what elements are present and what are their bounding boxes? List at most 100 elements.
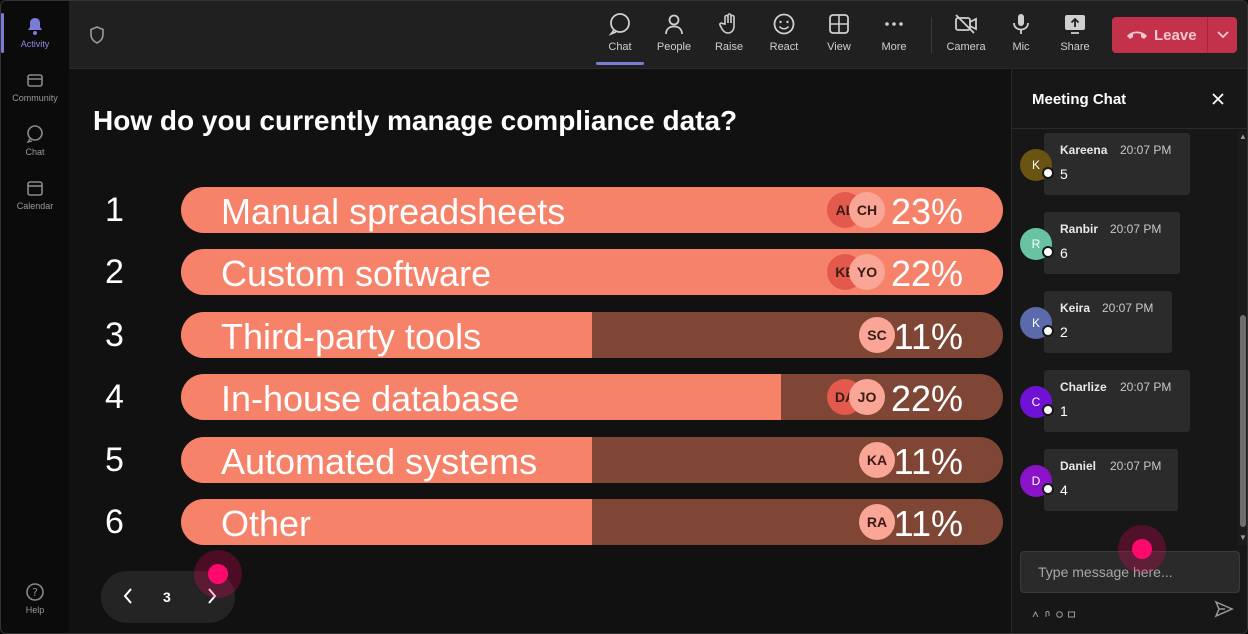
poll-option-row: 2 Custom software KE YO 22% bbox=[69, 249, 1011, 297]
rail-item-help[interactable]: ? Help bbox=[1, 573, 69, 625]
meeting-chat-panel: Meeting Chat Kareena 20:07 PM 5 K Ranbir 20:0… bbox=[1011, 69, 1247, 633]
rail-item-label: Community bbox=[12, 93, 58, 103]
option-result-bar: Custom software KE YO 22% bbox=[181, 249, 1003, 296]
option-label: In-house database bbox=[221, 378, 520, 420]
view-button[interactable]: View bbox=[813, 11, 865, 65]
option-number: 3 bbox=[105, 315, 124, 354]
option-result-fill bbox=[181, 499, 592, 545]
message-body: 4 bbox=[1060, 482, 1068, 498]
raise-hand-button[interactable]: Raise bbox=[703, 11, 755, 65]
option-percent: 11% bbox=[893, 440, 963, 482]
chat-avatar[interactable]: D bbox=[1020, 465, 1054, 497]
mic-button[interactable]: Mic bbox=[995, 11, 1047, 65]
microphone-icon bbox=[1008, 11, 1034, 37]
chat-title: Meeting Chat bbox=[1032, 91, 1127, 108]
next-page-button[interactable] bbox=[201, 585, 223, 607]
poll-option-row: 1 Manual spreadsheets AL CH 23% bbox=[69, 187, 1011, 235]
message-author: Ranbir bbox=[1060, 222, 1099, 236]
pointer-indicator bbox=[1118, 525, 1166, 573]
option-percent: 11% bbox=[893, 503, 963, 544]
rail-item-activity[interactable]: Activity bbox=[1, 7, 69, 59]
scrollbar-thumb[interactable] bbox=[1240, 315, 1246, 527]
close-icon[interactable] bbox=[1208, 89, 1228, 109]
option-result-bar: Manual spreadsheets AL CH 23% bbox=[181, 187, 1003, 233]
avatar-initial: K bbox=[1031, 158, 1040, 172]
scroll-down-arrow-icon[interactable]: ▼ bbox=[1239, 533, 1247, 542]
rail-item-chat[interactable]: Chat bbox=[1, 115, 69, 167]
chat-button-label: Chat bbox=[608, 41, 632, 53]
option-result-fill bbox=[181, 436, 592, 483]
rail-item-label: Calendar bbox=[16, 201, 54, 211]
message-author: Keira bbox=[1060, 301, 1091, 315]
option-number: 6 bbox=[105, 503, 124, 541]
help-icon: ? bbox=[24, 581, 46, 603]
option-number: 2 bbox=[105, 253, 124, 292]
chat-avatar[interactable]: C bbox=[1020, 386, 1054, 418]
poll-option-row: 4 In-house database DA JO 22% bbox=[69, 374, 1011, 422]
react-button[interactable]: React bbox=[758, 11, 810, 65]
option-result-bar: Automated systems KA 11% bbox=[181, 436, 1003, 483]
shield-icon[interactable] bbox=[87, 25, 107, 45]
community-icon bbox=[24, 69, 46, 91]
message-timestamp: 20:07 PM bbox=[1120, 380, 1172, 394]
message-input[interactable] bbox=[1021, 552, 1239, 592]
share-button[interactable]: Share bbox=[1049, 11, 1101, 65]
chevron-left-icon bbox=[123, 588, 132, 604]
people-icon bbox=[661, 11, 687, 37]
bell-icon bbox=[24, 15, 46, 37]
option-percent: 23% bbox=[890, 191, 963, 232]
option-percent: 11% bbox=[893, 315, 963, 357]
rail-item-calendar[interactable]: Calendar bbox=[1, 169, 69, 221]
message-body: 6 bbox=[1060, 245, 1068, 261]
camera-button[interactable]: Camera bbox=[940, 11, 992, 65]
chat-button[interactable]: Chat bbox=[594, 11, 646, 65]
hand-icon bbox=[716, 11, 742, 37]
calendar-icon bbox=[24, 177, 46, 199]
avatar-initial: R bbox=[1031, 237, 1041, 251]
gif-icon[interactable] bbox=[1068, 605, 1075, 618]
poll-option-row: 6 Other RA 11% bbox=[69, 499, 1011, 547]
rail-item-label: Activity bbox=[20, 39, 50, 49]
emoji-icon[interactable] bbox=[1056, 605, 1063, 618]
poll-results-stage: How do you currently manage compliance d… bbox=[69, 69, 1011, 633]
option-label: Custom software bbox=[221, 253, 492, 295]
rail-item-community[interactable]: Community bbox=[1, 61, 69, 113]
presence-status-icon bbox=[1042, 167, 1054, 179]
chat-composer bbox=[1020, 551, 1240, 593]
chat-icon bbox=[607, 11, 633, 37]
option-result-fill bbox=[181, 311, 592, 358]
voter-avatar: SC bbox=[859, 316, 895, 353]
option-label: Automated systems bbox=[221, 440, 538, 482]
previous-page-button[interactable] bbox=[117, 585, 139, 607]
view-button-label: View bbox=[827, 41, 851, 53]
raise-button-label: Raise bbox=[714, 41, 744, 53]
poll-question: How do you currently manage compliance d… bbox=[93, 105, 738, 136]
people-button[interactable]: People bbox=[648, 11, 700, 65]
camera-button-label: Camera bbox=[946, 41, 986, 53]
option-percent: 22% bbox=[890, 378, 963, 420]
send-icon[interactable] bbox=[1214, 599, 1234, 619]
chevron-down-icon[interactable] bbox=[1207, 17, 1237, 53]
people-button-label: People bbox=[656, 41, 692, 53]
more-button[interactable]: More bbox=[868, 11, 920, 65]
camera-off-icon bbox=[953, 11, 979, 37]
mic-button-label: Mic bbox=[1012, 41, 1030, 53]
chat-avatar[interactable]: R bbox=[1020, 228, 1054, 260]
message-author: Kareena bbox=[1060, 143, 1108, 157]
leave-button[interactable]: Leave bbox=[1112, 17, 1237, 53]
chat-avatar[interactable]: K bbox=[1020, 149, 1054, 181]
hang-up-icon bbox=[1126, 28, 1148, 42]
chat-avatar[interactable]: K bbox=[1020, 307, 1054, 339]
page-number: 3 bbox=[163, 589, 171, 605]
message-body: 2 bbox=[1060, 324, 1068, 340]
more-dots-icon bbox=[881, 11, 907, 37]
avatar-initial: D bbox=[1031, 474, 1041, 488]
attach-icon[interactable] bbox=[1044, 605, 1051, 617]
format-icon[interactable] bbox=[1032, 605, 1039, 618]
avatar-initial: K bbox=[1031, 316, 1040, 330]
scroll-up-arrow-icon[interactable]: ▲ bbox=[1239, 132, 1247, 141]
chat-scrollbar[interactable]: ▲ ▼ bbox=[1238, 131, 1247, 545]
presence-status-icon bbox=[1042, 325, 1054, 337]
presence-status-icon bbox=[1042, 483, 1054, 495]
